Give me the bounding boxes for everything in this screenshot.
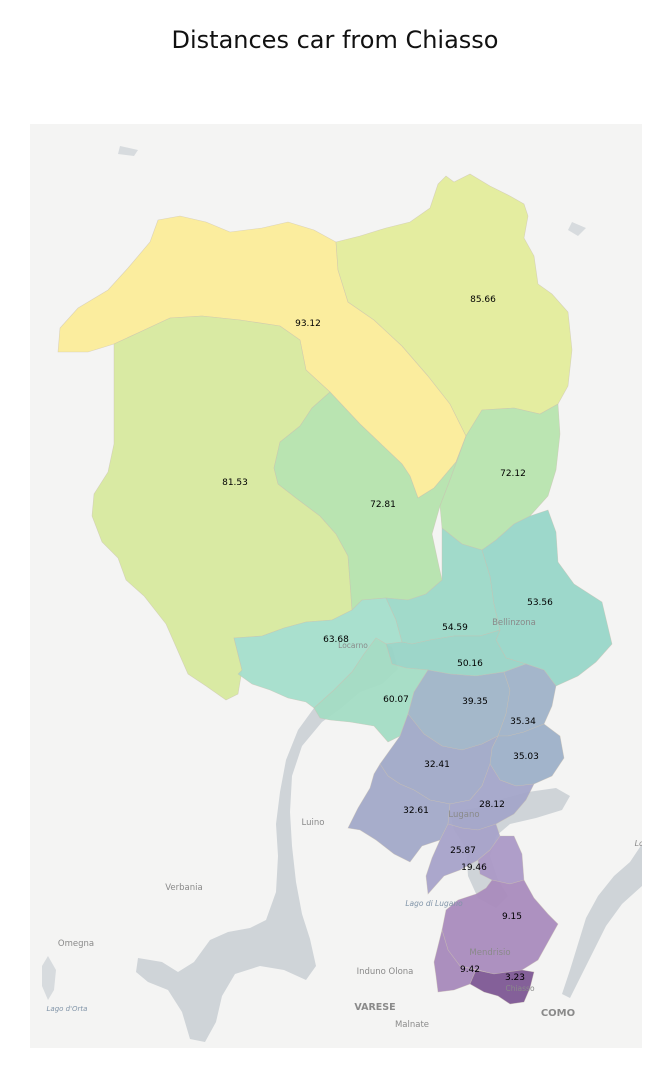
label-bellinzona: Bellinzona <box>492 618 536 628</box>
label-malnate: Malnate <box>395 1020 429 1030</box>
lake-orta <box>42 956 56 1000</box>
value-39-35: 39.35 <box>462 697 488 707</box>
region-19-46 <box>477 835 525 885</box>
choropleth-map: Bellinzona Locarno Lugano Luino Verbania… <box>42 146 642 1042</box>
value-3-23: 3.23 <box>505 973 525 983</box>
value-93-12: 93.12 <box>295 319 321 329</box>
label-lago-lugano: Lago di Lugano <box>405 899 463 908</box>
value-35-34: 35.34 <box>510 717 536 727</box>
region-3-23 <box>469 969 535 1005</box>
lake-como <box>562 844 642 998</box>
map-title: Distances car from Chiasso <box>171 26 499 54</box>
value-53-56: 53.56 <box>527 598 553 608</box>
label-locarno: Locarno <box>338 641 368 650</box>
value-54-59: 54.59 <box>442 623 468 633</box>
label-lugano: Lugano <box>448 810 479 820</box>
label-lago-orta: Lago d'Orta <box>47 1005 88 1013</box>
label-luino: Luino <box>302 818 325 828</box>
label-lc: Lc <box>635 839 642 848</box>
value-85-66: 85.66 <box>470 295 496 305</box>
value-19-46: 19.46 <box>461 863 487 873</box>
region-9-42 <box>433 928 477 993</box>
value-28-12: 28.12 <box>479 800 505 810</box>
value-50-16: 50.16 <box>457 659 483 669</box>
label-omegna: Omegna <box>58 939 94 949</box>
region-9-15 <box>441 879 559 975</box>
value-35-03: 35.03 <box>513 752 539 762</box>
value-32-61: 32.61 <box>403 806 429 816</box>
value-9-42: 9.42 <box>460 965 480 975</box>
value-72-81: 72.81 <box>370 500 396 510</box>
value-81-53: 81.53 <box>222 478 248 488</box>
value-32-41: 32.41 <box>424 760 450 770</box>
label-chiasso: Chiasso <box>505 984 534 993</box>
value-72-12: 72.12 <box>500 469 526 479</box>
label-mendrisio: Mendrisio <box>469 948 510 958</box>
label-como: COMO <box>541 1008 575 1019</box>
value-60-07: 60.07 <box>383 695 409 705</box>
map-panel: Bellinzona Locarno Lugano Luino Verbania… <box>30 124 642 1048</box>
region-32-61 <box>347 763 451 863</box>
value-63-68: 63.68 <box>323 635 349 645</box>
label-verbania: Verbania <box>165 883 202 893</box>
label-varese: VARESE <box>354 1002 395 1013</box>
value-25-87: 25.87 <box>450 846 476 856</box>
label-induno-olona: Induno Olona <box>357 967 414 977</box>
region-85-66 <box>335 173 573 437</box>
value-9-15: 9.15 <box>502 912 522 922</box>
